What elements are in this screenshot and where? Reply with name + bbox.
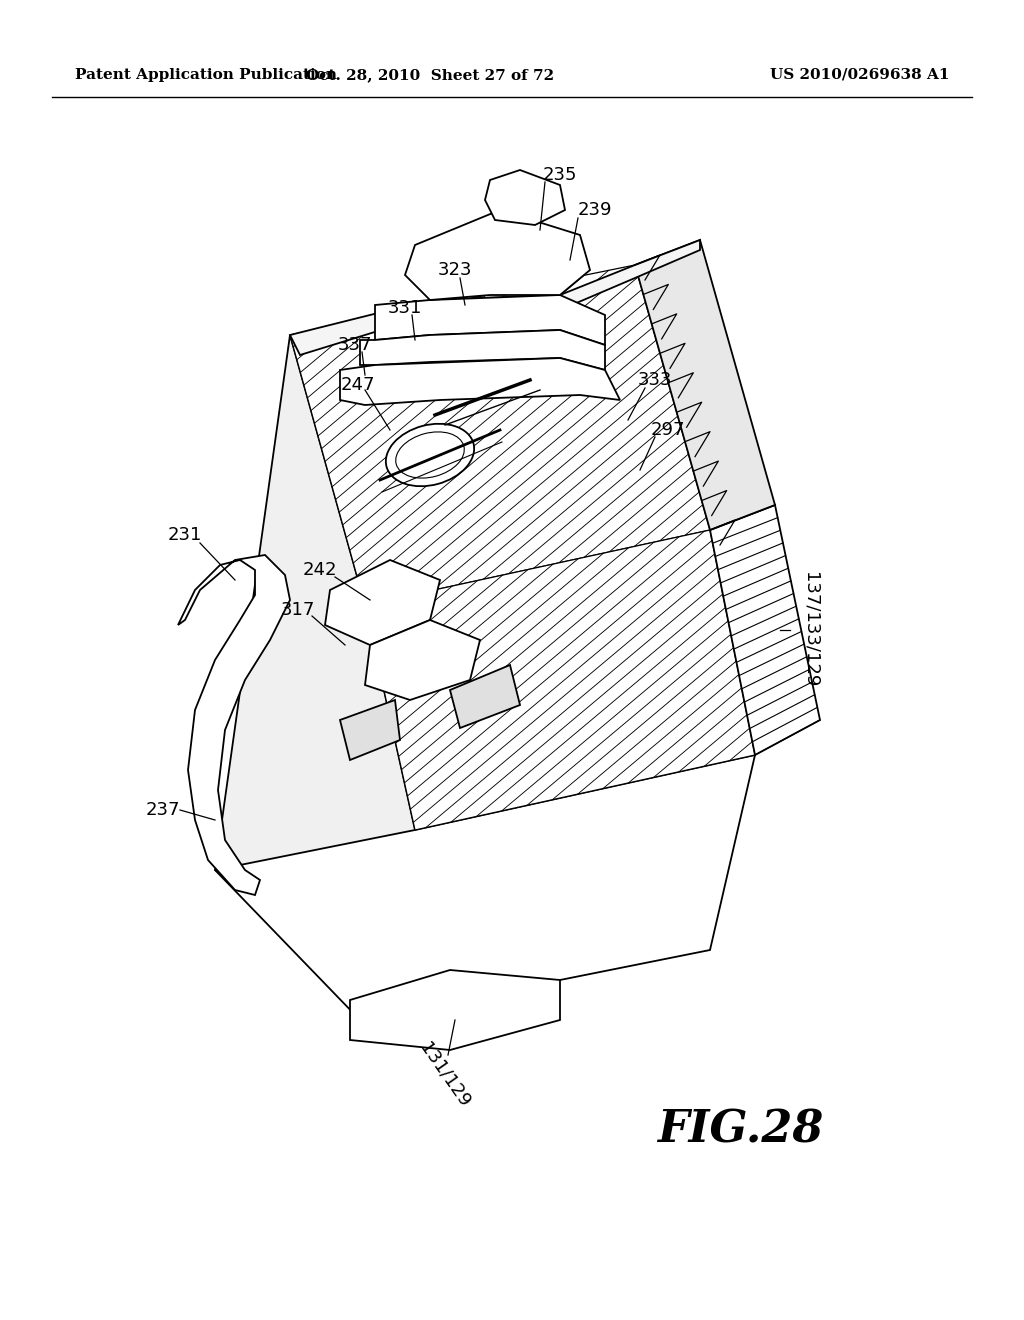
Text: 317: 317 (281, 601, 315, 619)
Polygon shape (635, 240, 775, 531)
Polygon shape (375, 294, 605, 345)
Polygon shape (325, 560, 440, 645)
Polygon shape (485, 170, 565, 224)
Text: Patent Application Publication: Patent Application Publication (75, 69, 337, 82)
Ellipse shape (386, 424, 474, 486)
Polygon shape (710, 506, 820, 755)
Polygon shape (340, 358, 620, 405)
Polygon shape (350, 970, 560, 1049)
Text: FIG.28: FIG.28 (656, 1109, 823, 1151)
Text: 333: 333 (638, 371, 672, 389)
Text: 323: 323 (437, 261, 472, 279)
Polygon shape (450, 665, 520, 729)
Polygon shape (360, 330, 605, 370)
Text: 131/129: 131/129 (416, 1039, 474, 1110)
Polygon shape (340, 700, 400, 760)
Text: 242: 242 (303, 561, 337, 579)
Polygon shape (215, 335, 415, 950)
Polygon shape (290, 240, 700, 355)
Text: 137/133/129: 137/133/129 (801, 573, 819, 688)
Text: 239: 239 (578, 201, 612, 219)
Polygon shape (406, 210, 590, 300)
Text: 297: 297 (650, 421, 685, 440)
Polygon shape (290, 265, 710, 605)
Text: 235: 235 (543, 166, 578, 183)
Polygon shape (215, 755, 755, 1020)
Text: 337: 337 (338, 337, 373, 354)
Text: US 2010/0269638 A1: US 2010/0269638 A1 (770, 69, 950, 82)
Polygon shape (365, 531, 755, 830)
Text: 231: 231 (168, 525, 202, 544)
Text: 247: 247 (341, 376, 375, 393)
Text: 237: 237 (145, 801, 180, 818)
Text: Oct. 28, 2010  Sheet 27 of 72: Oct. 28, 2010 Sheet 27 of 72 (306, 69, 554, 82)
Text: 331: 331 (388, 300, 422, 317)
Polygon shape (178, 554, 290, 895)
Polygon shape (365, 620, 480, 700)
